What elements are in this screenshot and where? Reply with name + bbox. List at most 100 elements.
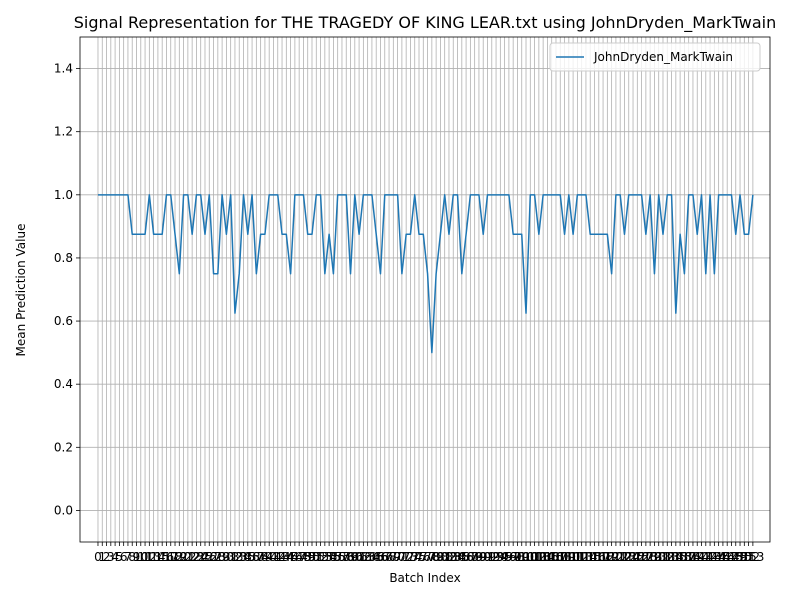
x-tick-label: 4 [111, 550, 119, 564]
x-tick-label: 65 [369, 550, 384, 564]
x-tick-label: 66 [373, 550, 388, 564]
x-tick-label: 130 [643, 550, 666, 564]
x-tick-label: 17 [163, 550, 178, 564]
x-tick-label: 100 [515, 550, 538, 564]
x-tick-label: 15 [155, 550, 170, 564]
x-tick-label: 38 [253, 550, 268, 564]
x-tick-label: 69 [386, 550, 401, 564]
x-tick-label: 104 [532, 550, 555, 564]
y-tick-label: 0.0 [54, 503, 73, 517]
x-tick-label: 2 [103, 550, 111, 564]
x-tick-label: 20 [176, 550, 191, 564]
x-tick-label: 116 [583, 550, 606, 564]
x-tick-label: 102 [523, 550, 546, 564]
x-tick-label: 111 [562, 550, 585, 564]
x-tick-label: 88 [467, 550, 482, 564]
line [97, 194, 754, 354]
x-tick-label: 105 [536, 550, 559, 564]
x-tick-label: 78 [424, 550, 439, 564]
x-tick-label: 72 [399, 550, 414, 564]
x-tick-label: 58 [339, 550, 354, 564]
x-tick-label: 48 [296, 550, 311, 564]
chart-title: Signal Representation for THE TRAGEDY OF… [74, 13, 777, 33]
x-tick-label: 42 [270, 550, 285, 564]
x-tick-label: 52 [313, 550, 328, 564]
x-tick-label: 12 [142, 550, 157, 564]
x-tick-label: 123 [613, 550, 636, 564]
x-tick-label: 21 [180, 550, 195, 564]
x-tick-label: 64 [364, 550, 379, 564]
x-tick-label: 47 [292, 550, 307, 564]
x-tick-label: 141 [690, 550, 713, 564]
y-tick-label: 0.6 [54, 314, 73, 328]
x-tick-label: 22 [185, 550, 200, 564]
x-tick-label: 28 [210, 550, 225, 564]
x-tick-label: 61 [351, 550, 366, 564]
x-tick-label: 96 [501, 550, 516, 564]
x-tick-label: 122 [609, 550, 632, 564]
x-tick-label: 108 [549, 550, 572, 564]
x-tick-label: 152 [737, 550, 760, 564]
y-tick-label: 1.0 [54, 188, 73, 202]
legend-box [549, 42, 761, 72]
y-tick-label: 0.4 [54, 377, 73, 391]
x-tick-label: 67 [377, 550, 392, 564]
x-tick-label: 132 [652, 550, 675, 564]
x-axis-label: Batch Index [389, 571, 460, 585]
x-tick-label: 18 [167, 550, 182, 564]
x-tick-label: 60 [347, 550, 362, 564]
y-tick-label: 0.2 [54, 440, 73, 454]
x-tick-label: 77 [420, 550, 435, 564]
x-tick-label: 9 [133, 550, 141, 564]
x-tick-label: 80 [433, 550, 448, 564]
x-tick-label: 146 [711, 550, 734, 564]
x-tick-label: 107 [545, 550, 568, 564]
x-tick-label: 33 [232, 550, 247, 564]
x-tick-label: 59 [343, 550, 358, 564]
x-tick-label: 121 [604, 550, 627, 564]
x-tick-label: 129 [639, 550, 662, 564]
x-tick-label: 126 [626, 550, 649, 564]
x-tick-label: 7 [124, 550, 132, 564]
x-tick-label: 125 [622, 550, 645, 564]
x-tick-label: 118 [592, 550, 615, 564]
x-tick-label: 151 [733, 550, 756, 564]
x-tick-label: 49 [300, 550, 315, 564]
x-tick-label: 87 [463, 550, 478, 564]
x-tick-label: 112 [566, 550, 589, 564]
x-tick-label: 84 [450, 550, 465, 564]
x-tick-label: 6 [120, 550, 128, 564]
x-tick-label: 0 [94, 550, 102, 564]
x-tick-label: 106 [540, 550, 563, 564]
x-tick-label: 90 [476, 550, 491, 564]
y-tick-label: 0.8 [54, 251, 73, 265]
x-tick-label: 89 [471, 550, 486, 564]
x-tick-label: 143 [699, 550, 722, 564]
x-tick-label: 27 [206, 550, 221, 564]
x-tick-label: 8 [128, 550, 136, 564]
x-tick-label: 39 [257, 550, 272, 564]
x-tick-label: 29 [214, 550, 229, 564]
x-tick-label: 99 [514, 550, 529, 564]
x-tick-label: 79 [428, 550, 443, 564]
x-tick-label: 86 [458, 550, 473, 564]
x-tick-label: 133 [656, 550, 679, 564]
x-tick-label: 13 [146, 550, 161, 564]
x-tick-label: 53 [317, 550, 332, 564]
x-tick-label: 57 [334, 550, 349, 564]
x-tick-label: 101 [519, 550, 542, 564]
x-tick-label: 110 [557, 550, 580, 564]
x-tick-label: 23 [189, 550, 204, 564]
x-tick-label: 115 [579, 550, 602, 564]
x-tick-label: 91 [480, 550, 495, 564]
x-tick-label: 85 [454, 550, 469, 564]
x-tick-label: 150 [729, 550, 752, 564]
x-tick-label: 139 [681, 550, 704, 564]
x-tick-label: 46 [287, 550, 302, 564]
x-tick-label: 120 [600, 550, 623, 564]
x-tick-label: 51 [309, 550, 324, 564]
x-tick-label: 16 [159, 550, 174, 564]
x-tick-label: 43 [274, 550, 289, 564]
x-tick-label: 56 [330, 550, 345, 564]
